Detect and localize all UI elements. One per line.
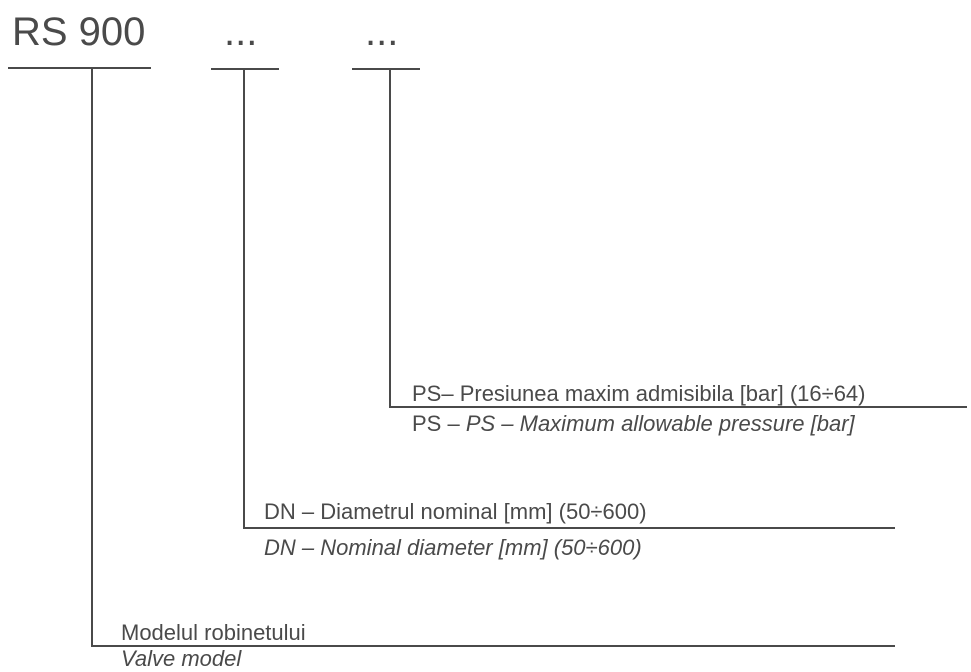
- dn-leader-vertical: [243, 69, 245, 528]
- dn-leader-horizontal: [243, 527, 895, 529]
- dn-label-english: DN – Nominal diameter [mm] (50÷600): [264, 535, 642, 560]
- ps-leader-vertical: [389, 69, 391, 407]
- dn-label-romanian: DN – Diametrul nominal [mm] (50÷600): [264, 499, 647, 524]
- ps-label-english: PS – PS – Maximum allowable pressure [ba…: [412, 411, 855, 437]
- ps-label-english-italic: PS – Maximum allowable pressure [bar]: [465, 411, 855, 436]
- model-code: RS 900: [12, 10, 146, 54]
- ps-label-english-prefix: PS –: [412, 411, 466, 436]
- model-leader-vertical: [91, 68, 93, 646]
- model-label-english: Valve model: [121, 646, 242, 671]
- model-code-underline: [8, 67, 151, 69]
- dn-code-placeholder: ...: [224, 10, 258, 54]
- ps-code-underline: [352, 68, 420, 70]
- model-label-romanian: Modelul robinetului: [121, 620, 306, 645]
- ps-code-placeholder: ...: [365, 10, 399, 54]
- ps-leader-horizontal: [389, 406, 967, 408]
- dn-code-underline: [211, 68, 279, 70]
- model-leader-horizontal: [91, 645, 895, 647]
- ps-label-romanian: PS– Presiunea maxim admisibila [bar] (16…: [412, 381, 866, 406]
